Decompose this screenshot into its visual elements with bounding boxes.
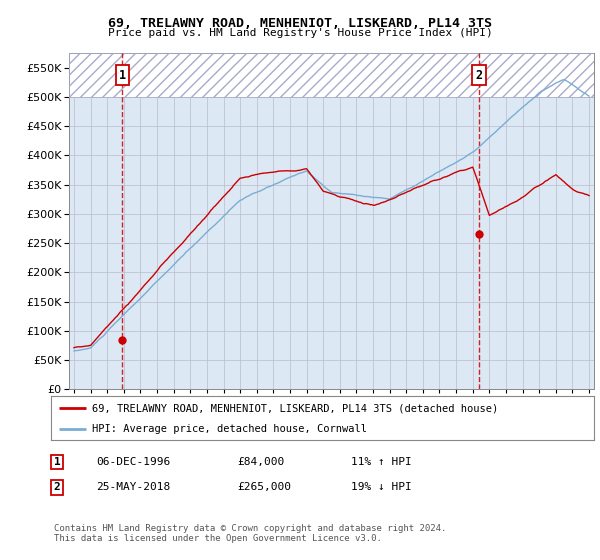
Text: 69, TRELAWNY ROAD, MENHENIOT, LISKEARD, PL14 3TS: 69, TRELAWNY ROAD, MENHENIOT, LISKEARD, … — [108, 17, 492, 30]
Text: 1: 1 — [53, 457, 61, 467]
Text: Price paid vs. HM Land Registry's House Price Index (HPI): Price paid vs. HM Land Registry's House … — [107, 28, 493, 38]
Text: 1: 1 — [119, 68, 126, 82]
Text: HPI: Average price, detached house, Cornwall: HPI: Average price, detached house, Corn… — [92, 424, 367, 433]
Text: 19% ↓ HPI: 19% ↓ HPI — [351, 482, 412, 492]
Text: £84,000: £84,000 — [237, 457, 284, 467]
Text: 2: 2 — [53, 482, 61, 492]
Text: Contains HM Land Registry data © Crown copyright and database right 2024.
This d: Contains HM Land Registry data © Crown c… — [54, 524, 446, 543]
Text: 2: 2 — [475, 68, 482, 82]
Text: 11% ↑ HPI: 11% ↑ HPI — [351, 457, 412, 467]
Text: 25-MAY-2018: 25-MAY-2018 — [96, 482, 170, 492]
Text: £265,000: £265,000 — [237, 482, 291, 492]
Text: 06-DEC-1996: 06-DEC-1996 — [96, 457, 170, 467]
Text: 69, TRELAWNY ROAD, MENHENIOT, LISKEARD, PL14 3TS (detached house): 69, TRELAWNY ROAD, MENHENIOT, LISKEARD, … — [92, 403, 498, 413]
